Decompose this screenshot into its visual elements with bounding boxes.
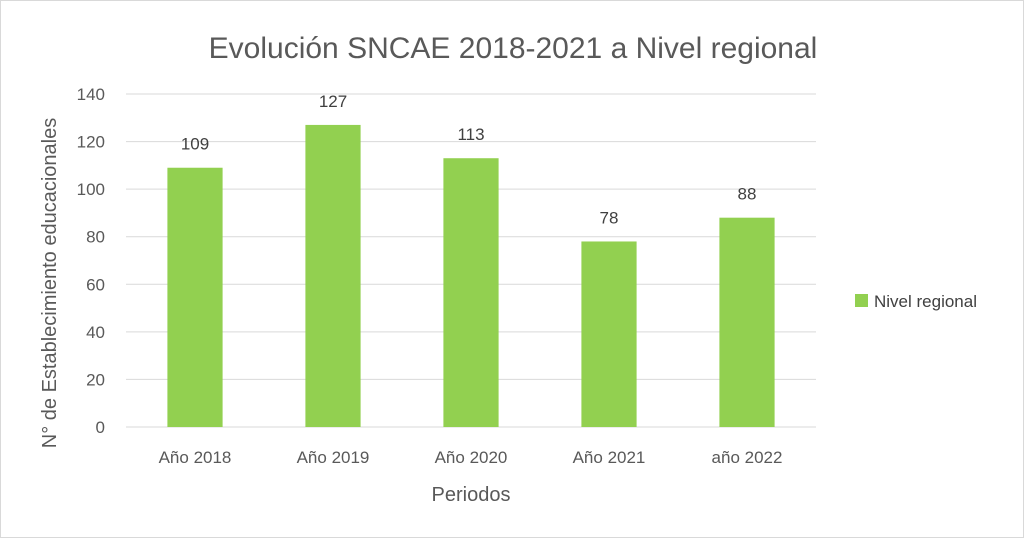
legend-swatch <box>855 294 868 307</box>
x-tick-label: Año 2018 <box>159 448 232 467</box>
data-label: 109 <box>181 135 209 154</box>
x-tick-label: Año 2020 <box>435 448 508 467</box>
legend: Nivel regional <box>855 292 977 311</box>
bars <box>167 124 775 428</box>
chart-title: Evolución SNCAE 2018-2021 a Nivel region… <box>209 32 818 65</box>
y-tick-label: 140 <box>77 85 105 104</box>
data-label: 88 <box>738 185 757 204</box>
bar <box>719 217 775 427</box>
bar <box>305 124 361 428</box>
data-label: 127 <box>319 92 347 111</box>
y-axis-title: N° de Establecimiento educacionales <box>39 118 61 448</box>
y-axis-tick-labels: 0 20 40 60 80 100 120 140 <box>77 85 105 437</box>
y-tick-label: 0 <box>96 418 105 437</box>
y-tick-label: 20 <box>86 370 105 389</box>
x-axis-tick-labels: Año 2018 Año 2019 Año 2020 Año 2021 año 2022 <box>159 448 783 467</box>
y-tick-label: 40 <box>86 323 105 342</box>
y-tick-label: 120 <box>77 133 105 152</box>
legend-label: Nivel regional <box>874 292 977 311</box>
data-label: 78 <box>600 208 619 227</box>
data-label: 113 <box>457 125 484 144</box>
bar <box>581 241 637 427</box>
y-tick-label: 80 <box>86 228 105 247</box>
x-tick-label: año 2022 <box>712 448 783 467</box>
bar <box>443 158 499 427</box>
data-labels: 109 127 113 78 88 <box>181 92 757 228</box>
x-tick-label: Año 2021 <box>573 448 646 467</box>
bar <box>167 167 223 427</box>
y-tick-label: 60 <box>86 275 105 294</box>
x-tick-label: Año 2019 <box>297 448 370 467</box>
x-axis-title: Periodos <box>432 484 511 506</box>
y-tick-label: 100 <box>77 180 105 199</box>
